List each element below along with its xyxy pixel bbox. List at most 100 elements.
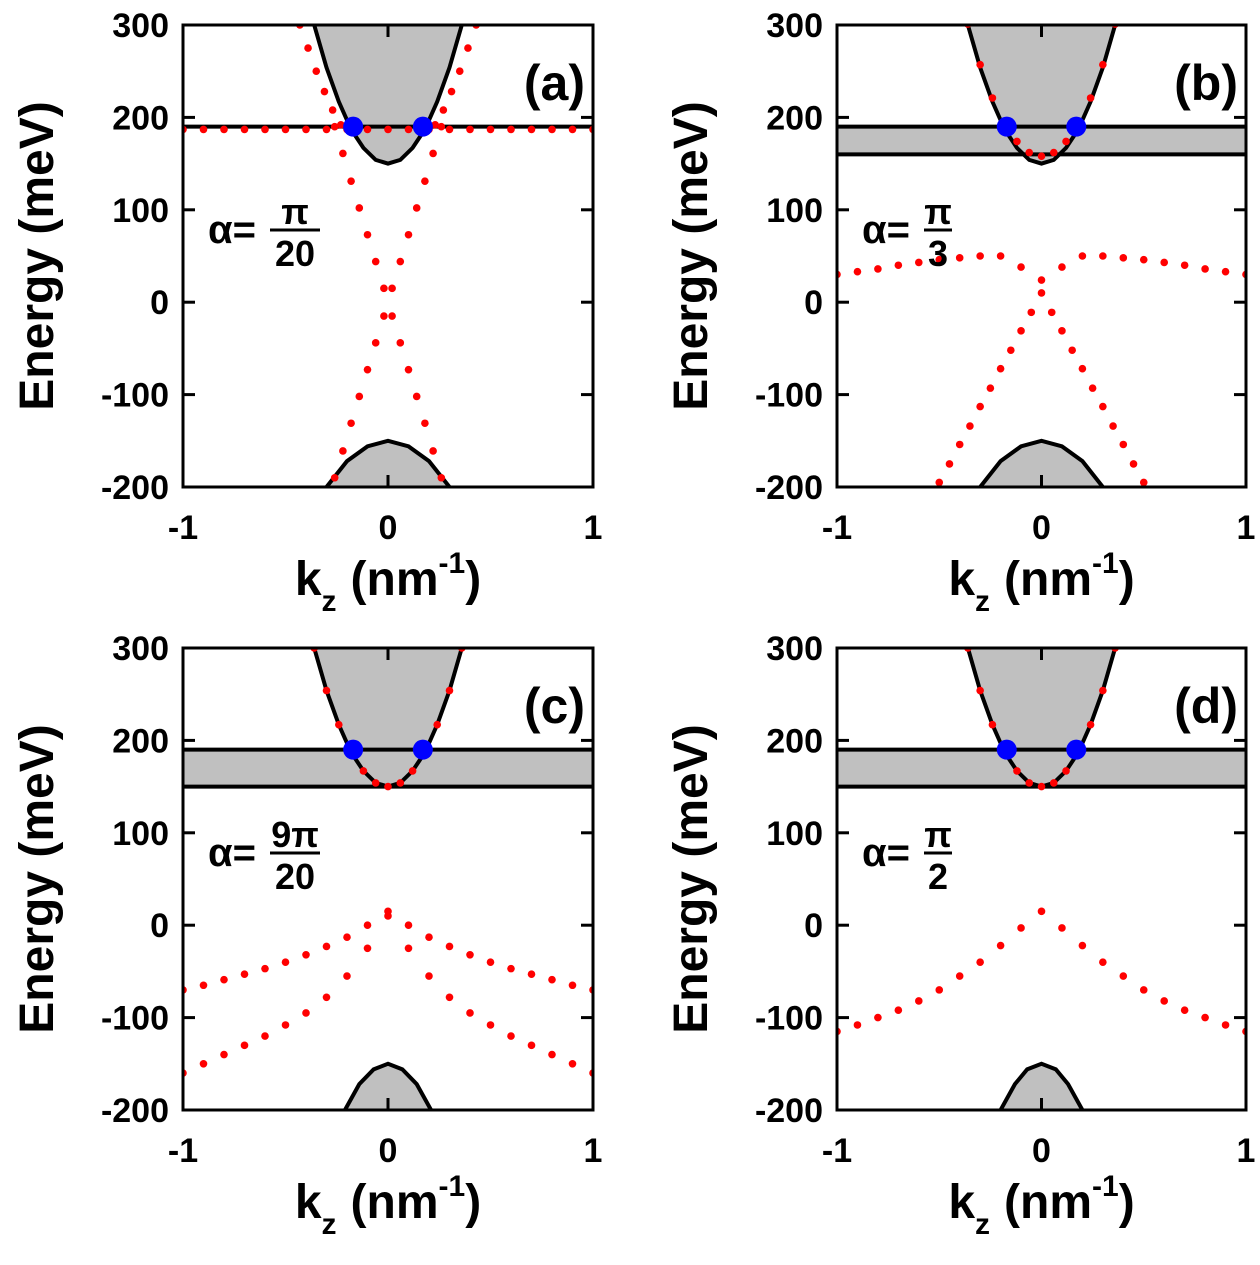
data-dot — [433, 720, 442, 729]
valence_band-fill — [344, 1063, 432, 1110]
data-dot — [199, 1060, 208, 1068]
data-dot — [425, 972, 433, 980]
data-dot — [371, 257, 380, 266]
data-dot — [568, 1060, 577, 1068]
y-tick-label: -200 — [101, 1092, 169, 1130]
x-tick-label: 0 — [1032, 509, 1051, 547]
data-dot — [302, 125, 310, 134]
x-label-unit: (nm — [1004, 553, 1092, 606]
data-dot — [343, 933, 351, 942]
data-dot — [404, 944, 413, 953]
data-dot — [445, 686, 454, 695]
data-dot — [874, 1013, 882, 1022]
x-axis-label: kz (nm-1) — [295, 547, 481, 618]
data-dot — [1119, 972, 1128, 980]
x-tick-label: 0 — [379, 1132, 398, 1170]
valence_band-fill — [980, 440, 1103, 487]
data-dot — [404, 921, 413, 929]
data-dot — [328, 106, 337, 114]
data-dot — [1180, 1006, 1189, 1015]
data-dot — [874, 265, 882, 273]
annotation-numerator: π — [924, 814, 952, 855]
data-dot — [281, 958, 290, 966]
valence_band-curve — [324, 438, 452, 487]
y-axis-label: Energy (meV) — [665, 101, 718, 410]
y-tick-label: 0 — [804, 284, 823, 322]
data-dot — [996, 252, 1005, 260]
x-axis-label: kz (nm-1) — [948, 547, 1134, 618]
x-label-unit: (nm — [1004, 1176, 1092, 1229]
x-label-sub: z — [975, 1208, 990, 1241]
y-tick-label: 300 — [112, 630, 169, 668]
data-dot — [1062, 767, 1070, 775]
data-dot — [388, 312, 396, 320]
valence_band-curve — [343, 1061, 433, 1110]
data-dot — [976, 402, 984, 411]
data-dot — [915, 997, 923, 1005]
x-tick-label: -1 — [822, 1132, 852, 1170]
data-dot — [996, 941, 1005, 950]
data-dot — [1037, 276, 1046, 284]
y-tick-label: 100 — [112, 192, 169, 230]
data-dot — [853, 267, 862, 276]
crossing-point — [996, 739, 1017, 760]
data-dot — [1037, 289, 1046, 297]
data-dot — [1099, 686, 1107, 695]
x-label-sup: -1 — [1092, 1170, 1119, 1203]
data-dot — [894, 1006, 903, 1015]
data-dot — [337, 120, 345, 129]
data-dot — [1017, 924, 1025, 932]
data-dot — [431, 120, 439, 129]
x-label-close: ) — [1119, 553, 1135, 606]
data-dot — [1180, 261, 1189, 270]
data-dot — [945, 460, 954, 468]
data-dot — [396, 339, 405, 347]
data-dot — [935, 986, 944, 994]
data-dot — [347, 177, 355, 185]
data-dot — [330, 473, 339, 482]
data-dot — [199, 125, 208, 134]
data-dot — [429, 447, 437, 455]
data-dot — [384, 782, 392, 791]
data-dot — [976, 686, 984, 695]
y-axis-label: Energy (meV) — [665, 724, 718, 1033]
annotation-numerator: π — [924, 191, 952, 232]
data-dot — [966, 422, 974, 430]
data-dot — [261, 1032, 269, 1040]
y-tick-label: -200 — [755, 1092, 823, 1130]
data-dot — [339, 149, 347, 158]
data-dot — [445, 993, 454, 1002]
data-dot — [853, 1021, 862, 1029]
data-dot — [1221, 1021, 1230, 1029]
y-tick-label: 200 — [112, 99, 169, 137]
data-dot — [363, 365, 372, 374]
data-dot — [1017, 327, 1025, 335]
x-axis-label: kz (nm-1) — [295, 1170, 481, 1241]
data-dot — [281, 1021, 290, 1029]
data-dot — [412, 204, 421, 212]
x-label-sub: z — [322, 1208, 337, 1241]
y-tick-label: -100 — [101, 1000, 169, 1038]
y-tick-label: -200 — [755, 469, 823, 507]
data-dot — [388, 284, 396, 293]
data-dot — [486, 958, 495, 966]
x-label-sup: -1 — [439, 547, 466, 580]
y-axis-label: Energy (meV) — [11, 724, 64, 1033]
data-dot — [568, 981, 577, 990]
x-axis-label: kz (nm-1) — [948, 1170, 1134, 1241]
data-dot — [1099, 958, 1107, 966]
data-dot — [955, 440, 964, 449]
x-tick-label: -1 — [168, 509, 198, 547]
panel-label: (a) — [524, 55, 585, 111]
data-dot — [1139, 478, 1148, 487]
data-dot — [548, 975, 556, 984]
crossing-point — [343, 116, 364, 137]
crossing-point — [996, 116, 1017, 137]
data-dot — [445, 125, 454, 134]
y-tick-label: 300 — [766, 7, 823, 45]
data-dot — [312, 67, 321, 75]
data-dot — [220, 1050, 228, 1059]
data-dot — [976, 252, 984, 260]
